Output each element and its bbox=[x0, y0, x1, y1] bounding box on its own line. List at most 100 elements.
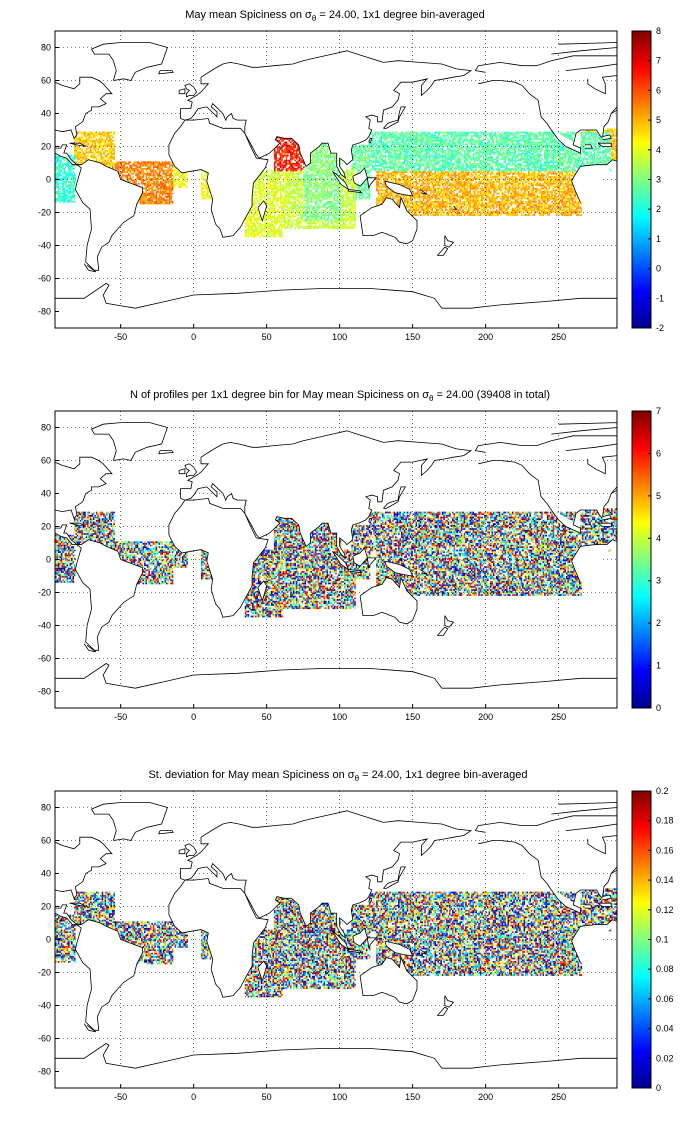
data-bin bbox=[260, 194, 263, 197]
data-bin bbox=[177, 184, 180, 187]
data-bin bbox=[282, 177, 285, 180]
data-bin bbox=[285, 163, 288, 165]
data-bin bbox=[367, 164, 369, 167]
data-bin bbox=[354, 205, 356, 208]
data-bin bbox=[317, 171, 320, 173]
data-bin bbox=[316, 156, 318, 159]
data-bin bbox=[75, 156, 77, 159]
data-bin bbox=[278, 232, 280, 235]
data-bin bbox=[149, 194, 152, 197]
data-bin bbox=[278, 184, 280, 187]
data-bin bbox=[376, 179, 378, 182]
data-bin bbox=[252, 225, 254, 228]
data-bin bbox=[330, 204, 333, 206]
data-bin bbox=[365, 192, 368, 195]
data-bin bbox=[325, 166, 327, 169]
data-bin bbox=[206, 189, 209, 192]
data-bin bbox=[72, 174, 75, 177]
data-bin bbox=[170, 169, 172, 172]
data-bin bbox=[76, 154, 79, 157]
data-bin bbox=[357, 159, 359, 162]
data-bin bbox=[206, 191, 209, 193]
data-bin bbox=[319, 199, 321, 202]
data-bin bbox=[145, 177, 148, 180]
data-bin bbox=[341, 217, 343, 220]
data-bin bbox=[60, 161, 63, 164]
data-bin bbox=[348, 202, 350, 205]
data-bin bbox=[269, 182, 272, 185]
data-bin bbox=[311, 209, 314, 211]
data-bin bbox=[278, 207, 280, 210]
data-bin bbox=[311, 215, 314, 218]
data-bin bbox=[341, 204, 343, 206]
data-bin bbox=[357, 158, 359, 160]
data-bin bbox=[76, 139, 79, 142]
data-bin bbox=[279, 161, 282, 164]
data-bin bbox=[90, 146, 92, 149]
data-bin bbox=[336, 191, 339, 193]
data-bin bbox=[313, 156, 315, 159]
data-bin bbox=[300, 194, 302, 197]
data-bin bbox=[367, 144, 369, 147]
data-bin bbox=[300, 172, 302, 175]
data-bin bbox=[145, 184, 148, 187]
data-bin bbox=[349, 225, 352, 228]
data-bin bbox=[55, 191, 57, 193]
data-bin bbox=[364, 154, 366, 157]
data-bin bbox=[273, 148, 276, 150]
data-bin bbox=[276, 148, 279, 150]
data-bin bbox=[152, 174, 155, 177]
data-bin bbox=[110, 146, 113, 149]
data-bin bbox=[326, 207, 329, 210]
data-bin bbox=[344, 227, 346, 230]
data-bin bbox=[284, 204, 286, 206]
data-bin bbox=[316, 154, 318, 157]
data-bin bbox=[284, 154, 286, 157]
data-bin bbox=[266, 202, 269, 205]
data-bin bbox=[109, 138, 111, 140]
data-bin bbox=[276, 179, 279, 182]
data-bin bbox=[361, 191, 364, 193]
data-bin bbox=[335, 207, 337, 210]
data-bin bbox=[273, 212, 276, 215]
data-bin bbox=[81, 131, 83, 134]
data-bin bbox=[84, 139, 86, 142]
data-bin bbox=[144, 172, 146, 175]
data-bin bbox=[284, 219, 286, 221]
data-bin bbox=[72, 200, 75, 203]
data-bin bbox=[301, 171, 304, 173]
data-bin bbox=[341, 210, 343, 213]
data-bin bbox=[266, 215, 269, 218]
data-bin bbox=[266, 177, 269, 180]
data-bin bbox=[122, 161, 124, 164]
data-bin bbox=[104, 133, 107, 136]
data-bin bbox=[95, 138, 98, 140]
data-bin bbox=[327, 202, 330, 205]
data-bin bbox=[165, 169, 168, 172]
data-bin bbox=[355, 163, 358, 165]
data-bin bbox=[163, 161, 165, 164]
data-bin bbox=[68, 166, 70, 169]
data-bin bbox=[203, 177, 206, 180]
data-bin bbox=[358, 194, 361, 197]
data-bin bbox=[65, 179, 67, 182]
data-bin bbox=[152, 191, 155, 193]
data-bin bbox=[71, 177, 73, 180]
data-bin bbox=[291, 204, 294, 206]
data-bin bbox=[332, 189, 334, 192]
data-bin bbox=[348, 179, 350, 182]
data-bin bbox=[250, 232, 253, 235]
data-bin bbox=[144, 197, 146, 200]
data-bin bbox=[170, 167, 172, 170]
data-bin bbox=[327, 158, 330, 160]
data-bin bbox=[363, 187, 365, 190]
data-bin bbox=[60, 166, 63, 169]
data-bin bbox=[57, 192, 60, 195]
data-bin bbox=[290, 138, 292, 140]
data-bin bbox=[349, 177, 352, 180]
data-bin bbox=[272, 194, 275, 197]
data-bin bbox=[364, 166, 366, 169]
data-bin bbox=[295, 151, 298, 154]
data-bin bbox=[117, 161, 120, 164]
data-bin bbox=[135, 177, 137, 180]
